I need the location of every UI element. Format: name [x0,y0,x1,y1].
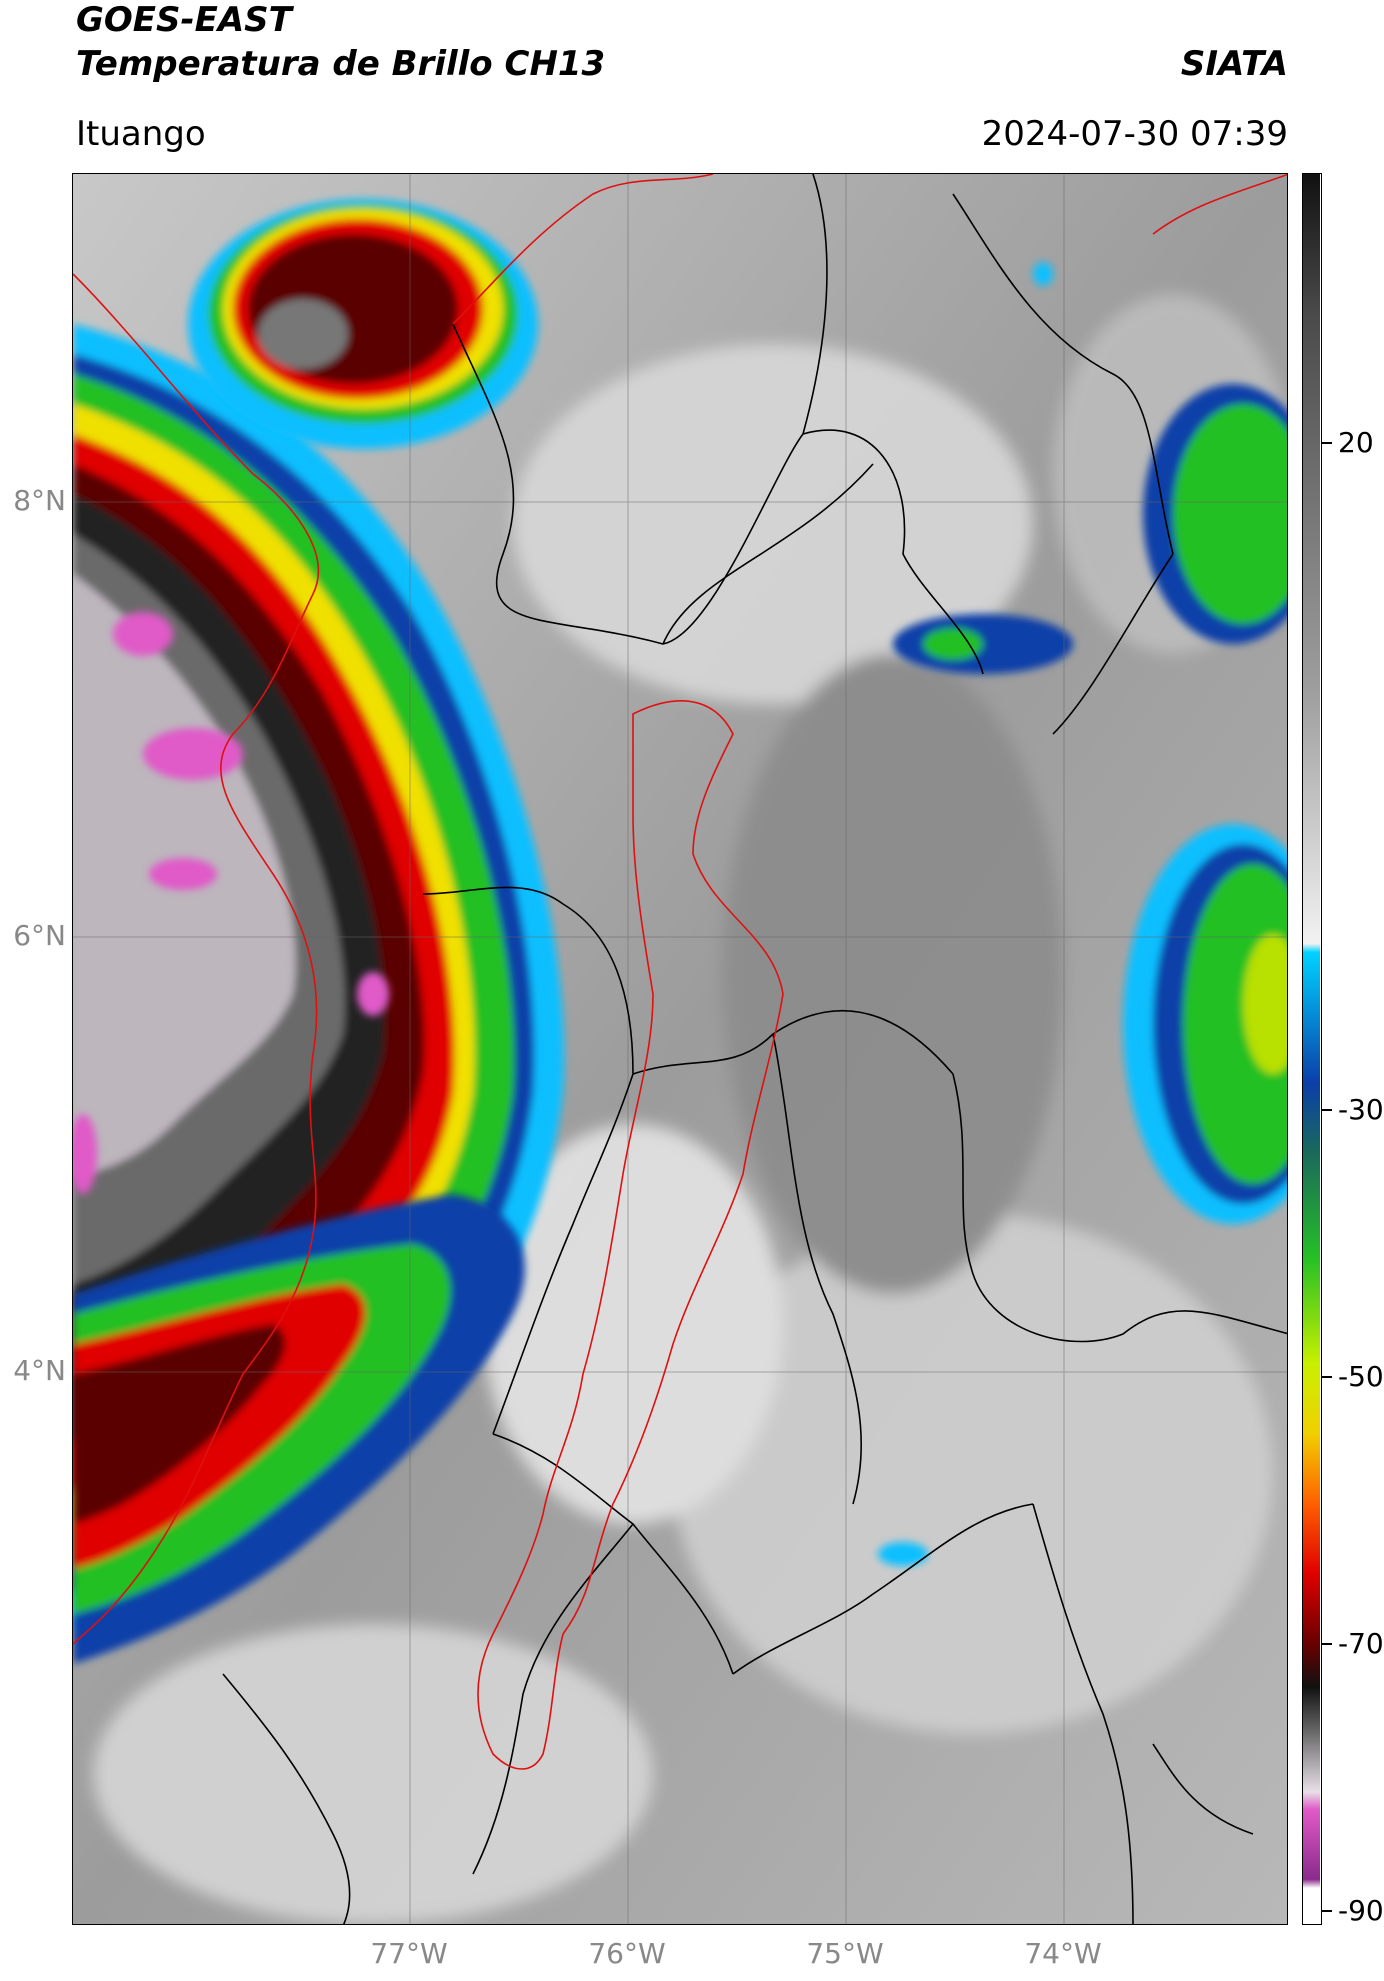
colorbar-label-20: 20 [1338,426,1374,459]
lat-label-8n: 8°N [13,484,66,517]
title-satellite: GOES-EAST [76,0,292,40]
lat-label-6n: 6°N [13,919,66,952]
colorbar-tick-minus90 [1322,1910,1332,1912]
colorbar [1302,173,1322,1925]
timestamp-label: 2024-07-30 07:39 [981,114,1288,154]
coldest-cloud-tops [73,612,389,1194]
colorbar-label-minus50: -50 [1338,1360,1384,1393]
ituango-basin-outline [477,700,784,1770]
country-border [73,174,1287,1645]
title-product: Temperatura de Brillo CH13 [76,44,606,84]
organization-label: SIATA [1180,44,1288,84]
colorbar-tick-minus70 [1322,1643,1332,1645]
east-storm-cells [878,262,1287,1566]
lat-label-4n: 4°N [13,1354,66,1387]
colorbar-label-minus30: -30 [1338,1093,1384,1126]
colorbar-label-minus90: -90 [1338,1894,1384,1927]
satellite-map [72,173,1288,1925]
colorbar-tick-minus50 [1322,1376,1332,1378]
lon-label-77w: 77°W [370,1937,448,1970]
lon-label-74w: 74°W [1024,1937,1102,1970]
region-label: Ituango [76,114,206,154]
colorbar-tick-20 [1322,442,1332,444]
department-borders [222,174,1287,1924]
gridlines [73,174,1287,1924]
north-storm-cell [188,199,538,449]
colorbar-label-minus70: -70 [1338,1627,1384,1660]
colorbar-tick-minus30 [1322,1109,1332,1111]
lon-label-75w: 75°W [806,1937,884,1970]
lon-label-76w: 76°W [588,1937,666,1970]
